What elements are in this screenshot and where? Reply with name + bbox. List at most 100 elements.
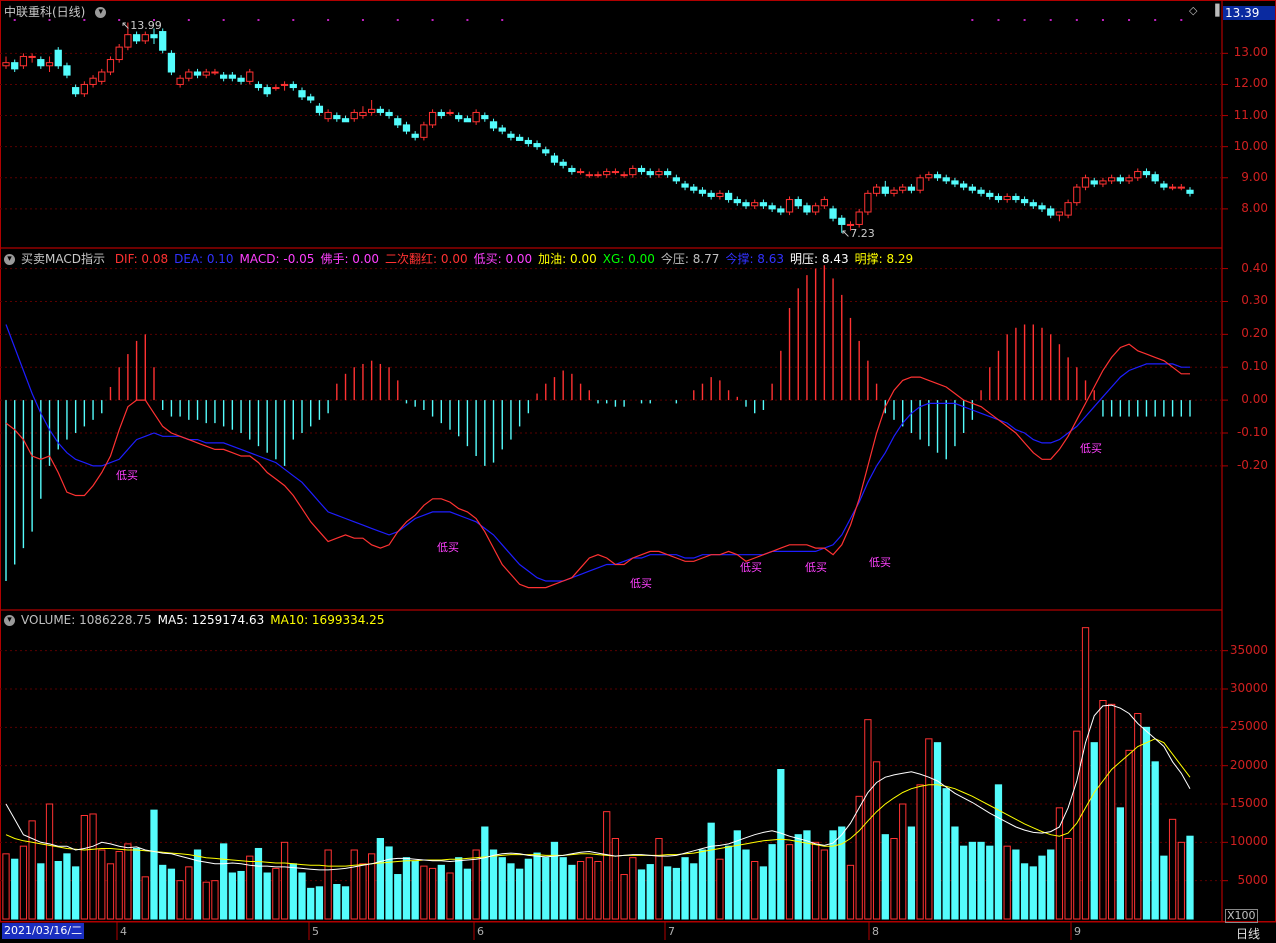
candle-body bbox=[968, 186, 976, 191]
candle-body bbox=[159, 31, 167, 51]
volume-bar bbox=[707, 822, 715, 920]
volume-bar bbox=[394, 874, 402, 920]
candle-body bbox=[28, 55, 36, 58]
volume-bar bbox=[211, 880, 219, 920]
diamond-icon[interactable]: ◇ bbox=[1189, 4, 1198, 17]
signal-dot bbox=[153, 19, 155, 21]
chevron-down-icon[interactable]: ▾ bbox=[95, 7, 107, 18]
candle-body bbox=[228, 74, 236, 79]
candle-body bbox=[124, 34, 132, 48]
candle-body bbox=[472, 111, 480, 123]
signal-dot bbox=[1049, 19, 1052, 21]
volume-bar bbox=[838, 826, 846, 920]
volume-panel-header: ▾ VOLUME: 1086228.75 MA5: 1259174.63 MA10: … bbox=[4, 613, 396, 627]
candle-body bbox=[698, 189, 707, 194]
candle-body bbox=[986, 192, 994, 197]
chevron-down-icon[interactable]: ▾ bbox=[4, 615, 15, 626]
candle-body bbox=[603, 171, 611, 176]
candle-body bbox=[167, 52, 176, 73]
macd-legend-item: DIF: 0.08 bbox=[114, 252, 169, 266]
candle-body bbox=[254, 83, 263, 89]
candle-body bbox=[733, 199, 741, 204]
volume-bar bbox=[829, 830, 837, 920]
x-tick-label: 4 bbox=[120, 925, 127, 938]
volume-bar bbox=[1012, 849, 1020, 920]
candle-body bbox=[1134, 171, 1142, 179]
volume-bar bbox=[176, 880, 184, 920]
dif-line bbox=[5, 343, 1190, 589]
candle-body bbox=[1125, 177, 1133, 182]
price-y-tick-label: 12.00 bbox=[1233, 76, 1268, 91]
low-price-annotation: ↖7.23 bbox=[841, 227, 875, 240]
volume-bar bbox=[576, 861, 585, 920]
volume-bar bbox=[968, 841, 976, 920]
volume-legend-item: MA5: 1259174.63 bbox=[157, 613, 265, 627]
candle-body bbox=[542, 149, 550, 154]
candle-body bbox=[1081, 177, 1090, 188]
volume-bar bbox=[124, 843, 132, 920]
buy-signal-label: 低买 bbox=[1080, 442, 1102, 455]
candle-body bbox=[307, 96, 315, 101]
macd-y-tick-label: 0.40 bbox=[1241, 260, 1268, 275]
signal-dot bbox=[1180, 19, 1183, 21]
volume-bar bbox=[228, 872, 236, 920]
volume-bar bbox=[516, 868, 524, 920]
volume-bar bbox=[193, 849, 202, 920]
signal-dot bbox=[292, 19, 295, 21]
macd-y-tick-label: -0.10 bbox=[1236, 425, 1268, 439]
candle-body bbox=[559, 161, 567, 166]
volume-bar bbox=[507, 863, 515, 920]
volume-bar bbox=[620, 874, 628, 920]
volume-bar bbox=[777, 769, 785, 920]
signal-dot bbox=[118, 19, 121, 21]
volume-bar bbox=[1003, 845, 1011, 920]
volume-bar bbox=[280, 841, 289, 920]
candle-body bbox=[280, 83, 289, 86]
volume-bar bbox=[298, 872, 306, 920]
volume-bar bbox=[289, 863, 297, 920]
candle-body bbox=[516, 136, 524, 141]
signal-dot bbox=[1154, 19, 1157, 21]
volume-bar bbox=[159, 864, 167, 920]
volume-bar bbox=[220, 843, 228, 920]
signal-dot bbox=[396, 19, 399, 21]
volume-bar bbox=[611, 838, 620, 920]
candle-body bbox=[185, 71, 193, 79]
candle-body bbox=[437, 111, 445, 117]
volume-bar bbox=[933, 742, 942, 920]
volume-bar bbox=[942, 788, 950, 920]
buy-signal-label: 低买 bbox=[116, 469, 138, 482]
volume-y-tick-label: 25000 bbox=[1229, 719, 1268, 734]
volume-bar bbox=[890, 838, 898, 920]
candle-body bbox=[481, 115, 489, 120]
candle-body bbox=[576, 171, 585, 174]
volume-bar bbox=[307, 887, 315, 920]
volume-bar bbox=[150, 809, 158, 920]
volume-bar bbox=[1177, 841, 1185, 920]
price-y-tick-label: 11.00 bbox=[1233, 107, 1268, 122]
chevron-down-icon[interactable]: ▾ bbox=[4, 254, 15, 265]
volume-bar bbox=[324, 849, 332, 920]
candle-body bbox=[106, 59, 115, 73]
volume-bar bbox=[855, 795, 863, 920]
candle-body bbox=[1116, 177, 1124, 182]
candle-body bbox=[1177, 186, 1185, 189]
candle-body bbox=[629, 167, 637, 176]
scroll-right-icon[interactable]: ▐ bbox=[1211, 4, 1220, 17]
candle-body bbox=[664, 171, 672, 176]
volume-bar bbox=[1029, 866, 1037, 920]
volume-y-tick-label: 10000 bbox=[1229, 834, 1268, 849]
candle-body bbox=[63, 65, 71, 76]
candle-body bbox=[568, 167, 576, 173]
buy-signal-label: 低买 bbox=[630, 577, 652, 590]
candle-body bbox=[37, 59, 45, 67]
volume-bar bbox=[1108, 703, 1116, 920]
candle-body bbox=[655, 171, 663, 176]
volume-bar bbox=[1186, 835, 1194, 920]
signal-dot bbox=[1101, 19, 1104, 21]
period-label[interactable]: 日线 bbox=[1236, 927, 1261, 941]
candle-body bbox=[611, 171, 620, 174]
high-price-annotation: ↖13.99 bbox=[121, 19, 162, 32]
volume-bar bbox=[655, 838, 663, 920]
